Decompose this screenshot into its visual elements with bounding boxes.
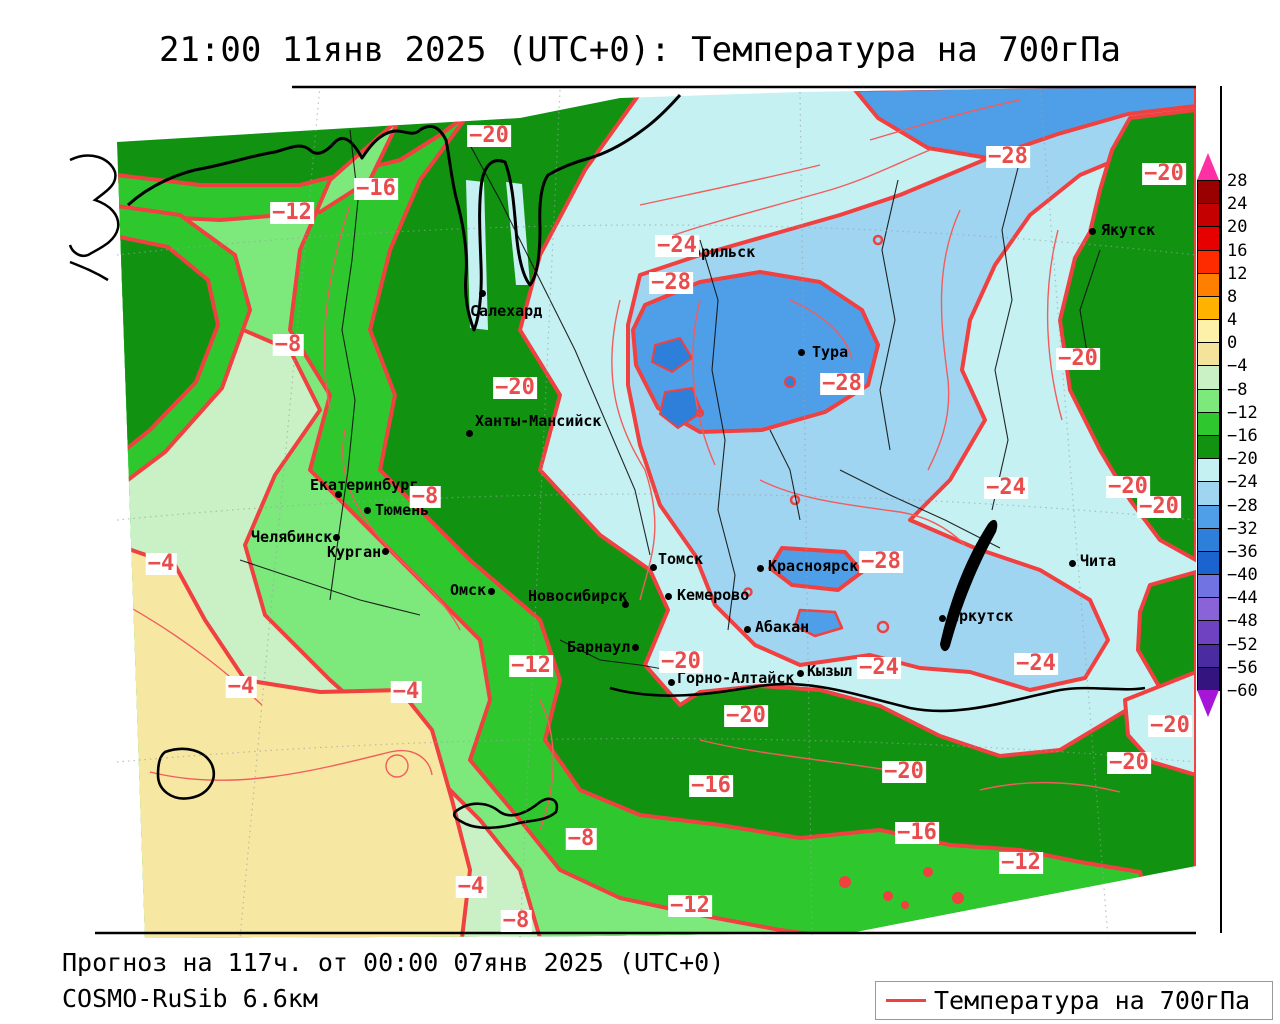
map-fill-deep-blue-blob — [784, 376, 796, 388]
thin-contour-lines — [117, 99, 1121, 831]
map-fill-mid-blue-small — [793, 608, 844, 638]
map-fill-nw-blob-dark — [117, 233, 220, 464]
arctic-coastline — [126, 94, 682, 332]
map-fill-deep-blue-blob — [650, 336, 694, 374]
colorbar-axis-line — [1220, 86, 1222, 933]
admin-boundaries — [239, 129, 1101, 673]
model-name-line: COSMO-RuSib 6.6км — [62, 984, 318, 1013]
forecast-info-line: Прогноз на 117ч. от 00:00 07янв 2025 (UT… — [62, 948, 725, 977]
map-fill-cream — [117, 543, 472, 938]
map-fill-yakutsk-green — [1058, 108, 1196, 562]
map-fill-mid-blue-krasnoyarsk — [768, 546, 864, 592]
map-fill-deep-blue-blob — [658, 386, 704, 430]
legend-label: Температура на 700гПа — [934, 986, 1251, 1015]
white-sea-coastline — [68, 154, 120, 282]
legend-line-sample — [886, 999, 926, 1002]
lake-zaysan — [452, 797, 559, 830]
taz-gulf-water — [506, 182, 530, 285]
country-border — [609, 682, 1146, 713]
small-red-blobs — [839, 867, 964, 909]
map-title: 21:00 11янв 2025 (UTC+0): Температура на… — [158, 30, 1122, 70]
lake-kazakh — [156, 747, 215, 800]
graticule — [116, 85, 1197, 939]
legend-box: Температура на 700гПа — [875, 981, 1273, 1020]
lake-baikal — [940, 519, 998, 652]
